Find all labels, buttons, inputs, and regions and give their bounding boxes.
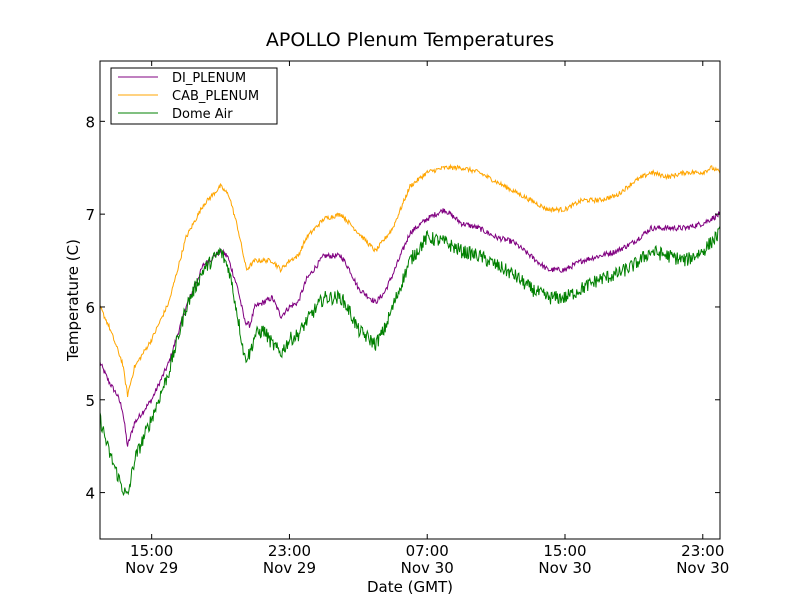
- y-tick-label: 8: [85, 113, 95, 131]
- x-tick-label-time: 15:00: [543, 542, 586, 560]
- y-tick-label: 7: [85, 206, 95, 224]
- series-layer: [99, 163, 721, 497]
- legend-label-di-plenum: DI_PLENUM: [172, 71, 246, 86]
- x-tick-label-date: Nov 29: [125, 559, 178, 577]
- series-line-dome-air: [99, 225, 721, 497]
- legend: DI_PLENUM CAB_PLENUM Dome Air: [110, 67, 278, 125]
- y-tick-label: 4: [85, 485, 95, 503]
- tick-layer: [100, 61, 720, 539]
- y-axis-label: Temperature (C): [64, 239, 82, 362]
- x-tick-label-date: Nov 30: [676, 559, 729, 577]
- x-tick-label-time: 23:00: [268, 542, 311, 560]
- y-tick-label: 5: [85, 392, 95, 410]
- x-tick-label-time: 23:00: [681, 542, 724, 560]
- plot-frame: [99, 60, 721, 540]
- y-tick-labels: 4 5 6 7 8: [85, 113, 95, 502]
- series-line-cab-plenum: [99, 163, 721, 398]
- legend-label-dome-air: Dome Air: [172, 107, 233, 122]
- series-line-di-plenum: [99, 208, 721, 447]
- chart-title: APOLLO Plenum Temperatures: [266, 29, 554, 51]
- x-axis-label: Date (GMT): [367, 578, 453, 596]
- x-tick-label-date: Nov 30: [401, 559, 454, 577]
- x-tick-label-time: 07:00: [406, 542, 449, 560]
- y-tick-label: 6: [85, 299, 95, 317]
- legend-label-cab-plenum: CAB_PLENUM: [172, 89, 259, 104]
- x-tick-label-date: Nov 30: [538, 559, 591, 577]
- x-tick-label-date: Nov 29: [263, 559, 316, 577]
- x-tick-label-time: 15:00: [130, 542, 173, 560]
